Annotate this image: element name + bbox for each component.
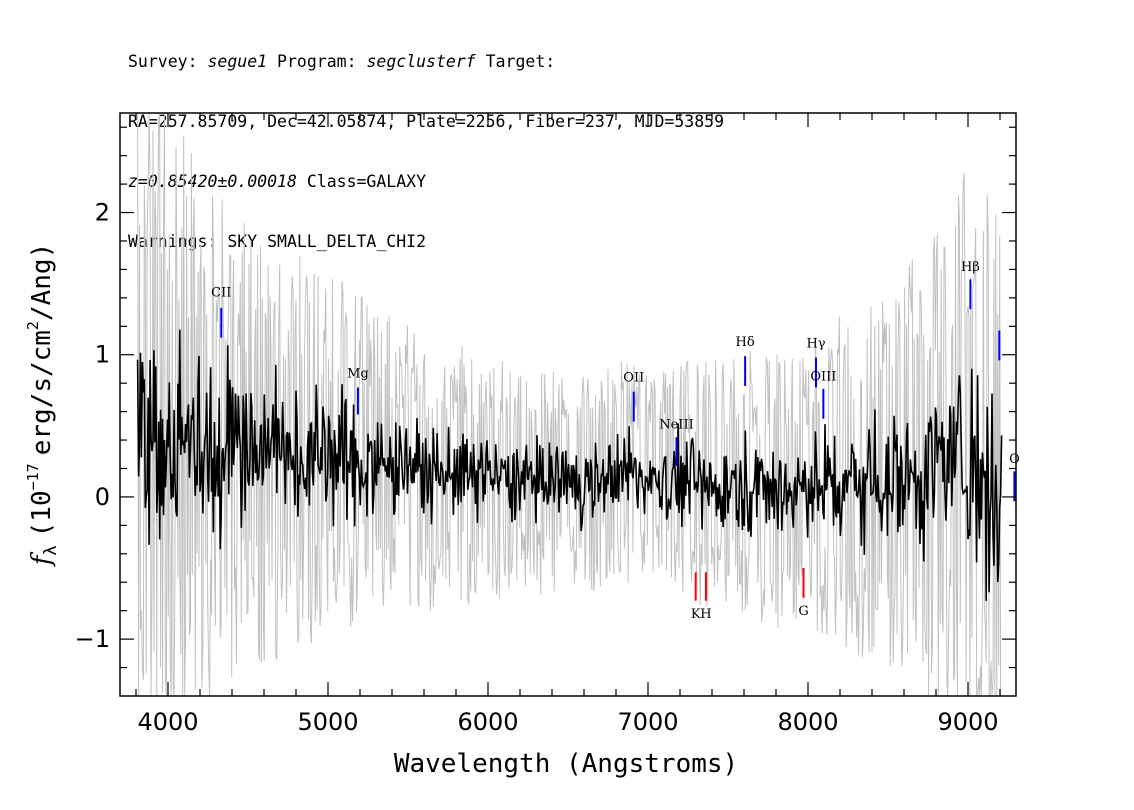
line-label: H bbox=[700, 607, 711, 622]
y-tick-label: 2 bbox=[95, 199, 110, 227]
line-label: NeIII bbox=[659, 418, 693, 433]
class-value: Class=GALAXY bbox=[306, 172, 427, 191]
x-axis-title: Wavelength (Angstroms) bbox=[394, 749, 738, 779]
program-value: segclusterf bbox=[366, 52, 476, 71]
error-series bbox=[137, 112, 1002, 697]
line-label: K bbox=[691, 607, 701, 622]
y-axis-exponent: −17 bbox=[24, 463, 42, 490]
line-label: G bbox=[798, 604, 808, 619]
y-tick-label: 1 bbox=[95, 341, 110, 369]
line-label: OIII bbox=[810, 369, 836, 384]
line-label: Hβ bbox=[961, 260, 980, 275]
y-axis-title: fλ(10−17erg/s/cm2/Ang) bbox=[24, 243, 61, 567]
x-tick-label: 9000 bbox=[937, 708, 998, 736]
target-label: Target: bbox=[485, 52, 556, 71]
x-tick-label: 6000 bbox=[457, 708, 518, 736]
x-tick-label: 8000 bbox=[777, 708, 838, 736]
survey-value: segue1 bbox=[207, 52, 268, 71]
y-axis-close: /Ang) bbox=[27, 243, 57, 321]
y-tick-label: −1 bbox=[75, 625, 110, 653]
x-tick-label: 4000 bbox=[137, 708, 198, 736]
y-axis-lambda: λ bbox=[41, 545, 61, 555]
error-trace bbox=[137, 112, 1002, 697]
line-label: CII bbox=[211, 285, 231, 300]
redshift-value: z=0.85420±0.00018 bbox=[128, 172, 297, 191]
header-line-survey: Survey: segue1 Program: segclusterf Targ… bbox=[128, 52, 724, 72]
y-axis-squared: 2 bbox=[24, 321, 42, 330]
header-line-redshift: z=0.85420±0.00018 Class=GALAXY bbox=[128, 172, 724, 192]
survey-label: Survey: bbox=[128, 52, 198, 71]
flux-trace bbox=[136, 329, 1003, 601]
y-axis-open: (10 bbox=[27, 490, 57, 537]
flux-series bbox=[136, 329, 1003, 601]
line-annotations: CII Mg OII NeIII Hδ Hγ OIII Hβ O K H G bbox=[211, 260, 1020, 622]
x-tick-label: 5000 bbox=[297, 708, 358, 736]
line-label: Hγ bbox=[806, 337, 825, 352]
line-label: O bbox=[1009, 452, 1020, 467]
x-tick-label: 7000 bbox=[617, 708, 678, 736]
y-tick-label: 0 bbox=[95, 483, 110, 511]
line-label: Hδ bbox=[736, 335, 755, 350]
plot-frame bbox=[119, 112, 1017, 697]
line-label: Mg bbox=[347, 366, 369, 381]
axis-ticks: 4000 5000 6000 7000 8000 9000 −1 0 1 2 bbox=[75, 113, 1016, 736]
y-axis-unit: erg/s/cm bbox=[27, 330, 57, 455]
program-label: Program: bbox=[277, 52, 357, 71]
line-label: OII bbox=[623, 371, 644, 386]
